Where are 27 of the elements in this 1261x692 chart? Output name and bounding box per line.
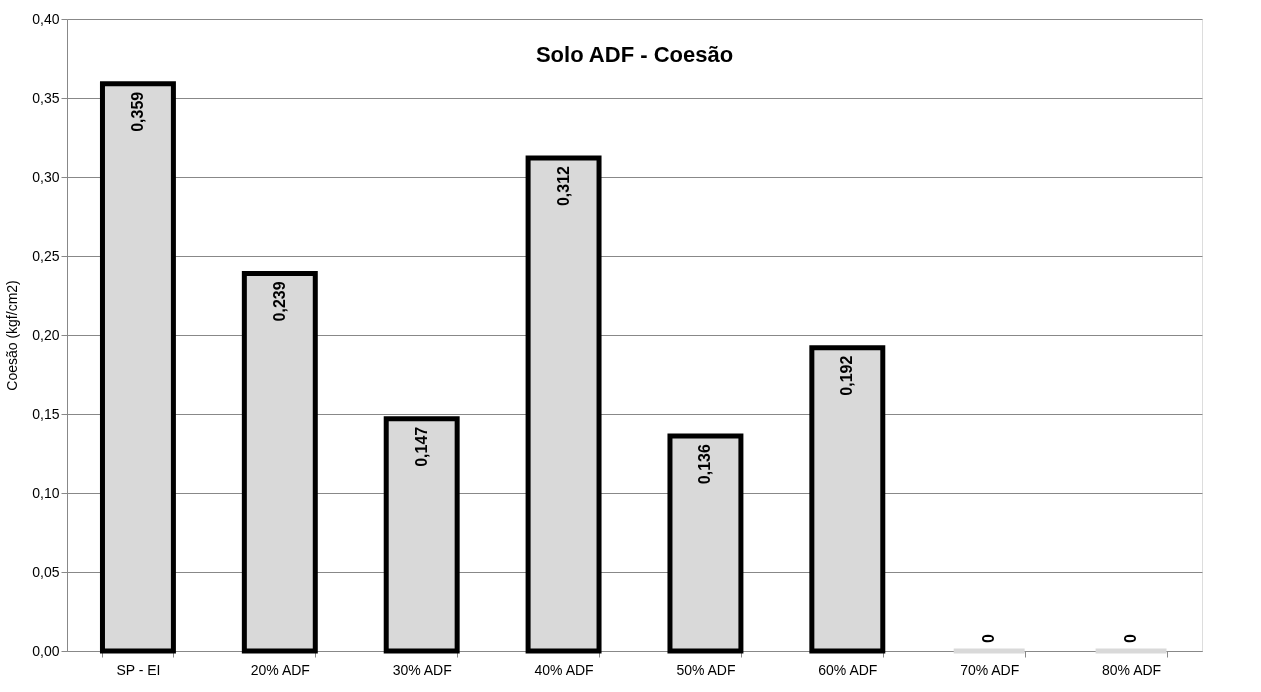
data-label: 0,192 — [838, 355, 856, 396]
x-tick-label: 60% ADF — [818, 661, 878, 678]
x-tick-label: 20% ADF — [250, 661, 310, 678]
x-tick-label: SP - EI — [116, 661, 161, 678]
data-label: 0,359 — [128, 91, 146, 132]
data-label: 0,147 — [412, 426, 430, 467]
x-tick-label: 80% ADF — [1101, 661, 1162, 678]
y-tick-label: 0,30 — [32, 168, 60, 185]
y-tick-label: 0,25 — [32, 247, 60, 264]
y-tick-label: 0,20 — [32, 326, 60, 343]
data-label: 0 — [1122, 634, 1140, 643]
data-label: 0,136 — [696, 444, 714, 485]
y-tick-label: 0,40 — [32, 10, 60, 27]
x-tick-label: 70% ADF — [960, 661, 1020, 678]
x-tick-label: 50% ADF — [676, 661, 736, 678]
y-axis-title: Coesão (kgf/cm2) — [4, 280, 21, 391]
y-tick-label: 0,35 — [32, 89, 60, 106]
y-tick-label: 0,05 — [32, 563, 60, 580]
data-label: 0 — [980, 634, 998, 643]
y-tick-label: 0,15 — [32, 405, 60, 422]
data-label: 0,312 — [554, 165, 572, 207]
y-tick-label: 0,00 — [32, 642, 60, 659]
y-tick-label: 0,10 — [32, 484, 60, 501]
x-tick-label: 30% ADF — [392, 661, 452, 678]
data-label: 0,239 — [270, 281, 288, 322]
x-tick-label: 40% ADF — [534, 661, 594, 678]
text: Solo ADF - Coesão — [535, 42, 734, 67]
